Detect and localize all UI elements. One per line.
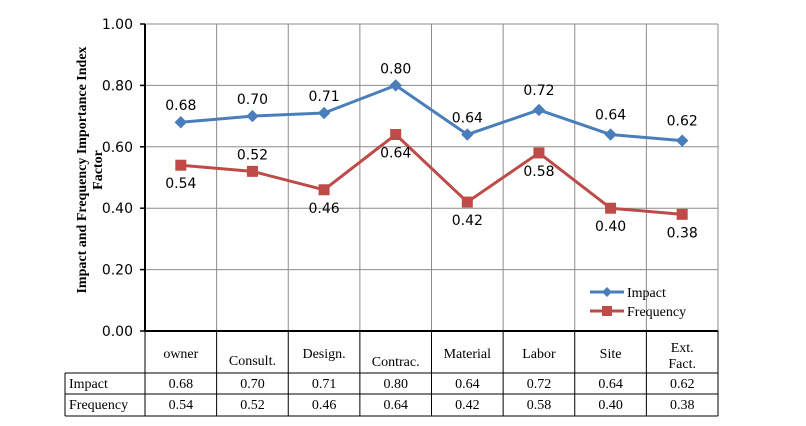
category-label: Site [600,347,622,362]
data-label: 0.52 [237,147,268,163]
data-point [174,116,188,129]
data-label: 0.64 [380,146,411,162]
data-point [175,159,187,171]
data-label: 0.54 [165,176,196,192]
y-axis-label-line: Factor [91,150,106,190]
y-tick-label: 1.00 [102,17,133,33]
y-tick-label: 0.00 [102,324,133,340]
data-point [461,128,474,141]
data-label: 0.38 [667,225,698,241]
table-cell: 0.72 [527,377,552,392]
data-point [675,134,689,147]
table-cell: 0.38 [670,398,695,413]
table-cell: 0.54 [169,398,194,413]
series-line-impact [180,83,683,143]
data-label: 0.80 [380,61,411,77]
table-cell: 0.64 [598,377,623,392]
table-cell: 0.62 [670,377,695,392]
y-axis-label-line: Impact and Frequency Importance Index [75,46,90,293]
table-cell: 0.80 [383,377,408,392]
data-label: 0.64 [452,111,483,127]
category-label: owner [163,347,198,362]
data-point [317,106,331,120]
data-label: 0.46 [308,201,339,217]
data-point [390,129,402,141]
data-point [605,202,617,214]
table-cell: 0.64 [455,377,480,392]
grid [145,23,719,331]
data-point [532,103,546,117]
data-point [246,165,258,177]
table-row-header: Frequency [69,398,128,413]
data-point [533,147,545,159]
table-cell: 0.52 [240,398,265,413]
table-cell: 0.46 [312,398,337,413]
data-point [461,196,473,208]
data-point [246,109,259,123]
category-label: Contrac. [372,355,420,370]
data-label: 0.64 [595,108,626,124]
table-cell: 0.40 [598,398,623,413]
table-cell: 0.64 [383,398,408,413]
table-cell: 0.68 [169,377,194,392]
category-label: Material [444,347,492,362]
category-label: Ext. [671,341,694,356]
table-cell: 0.70 [240,377,265,392]
data-label: 0.72 [523,83,554,99]
y-tick-label: 0.60 [102,140,133,156]
table-cell: 0.42 [455,398,480,413]
category-label: Labor [522,347,556,362]
table-cell: 0.58 [527,398,552,413]
data-point [318,184,330,196]
series-line-frequency [180,133,683,216]
data-table: owner Consult. Design. Contrac. Material Labo… [64,331,719,417]
data-label: 0.62 [667,114,698,130]
data-label: 0.68 [165,98,196,114]
data-label: 0.71 [308,89,339,105]
y-axis-label: Impact and Frequency Importance Index Fac… [75,46,106,293]
y-tick-label: 0.40 [102,201,133,217]
category-label: Consult. [229,354,276,369]
series-frequency: 0.54 0.52 0.46 0.64 0.42 0.58 0.40 0.38 [165,129,698,241]
y-tick-label: 0.80 [102,78,133,94]
data-label: 0.58 [523,164,554,180]
data-label: 0.40 [595,219,626,235]
table-cell: 0.71 [312,377,337,392]
data-point [604,128,617,141]
table-row-header: Impact [69,377,108,392]
legend-label: Frequency [627,305,686,320]
data-label: 0.42 [452,213,483,229]
data-label: 0.70 [237,92,268,108]
series-impact: 0.68 0.70 0.71 0.80 0.64 0.72 0.64 0.62 [165,61,698,147]
series-layer: 0.68 0.70 0.71 0.80 0.64 0.72 0.64 0.62 0.54 0.52… [165,61,698,241]
legend-label: Impact [627,286,666,301]
legend-marker [602,306,612,316]
y-tick-label: 0.20 [102,263,133,279]
category-label: Fact. [668,357,696,372]
category-label: Design. [302,347,345,362]
legend: Impact Frequency [590,286,686,320]
legend-marker [602,287,612,297]
data-point [389,79,402,92]
data-point [676,208,688,220]
